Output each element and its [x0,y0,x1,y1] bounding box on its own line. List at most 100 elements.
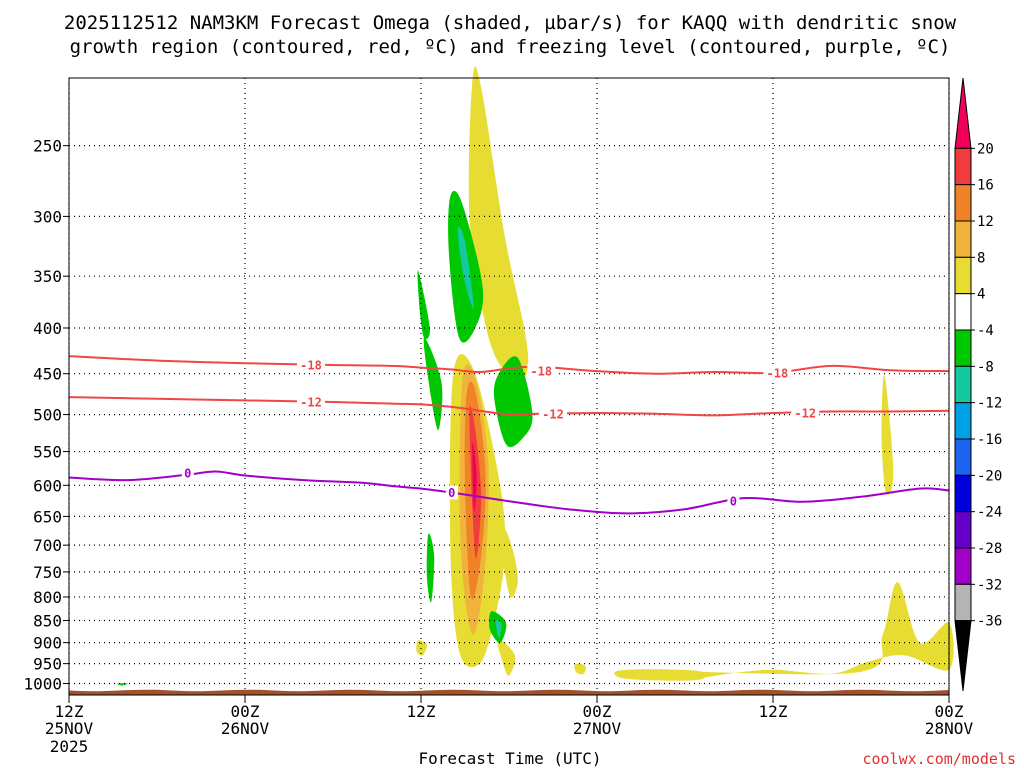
y-tick-label: 950 [33,655,62,674]
contour-label-background [297,394,325,409]
contour-label-background [791,406,820,421]
y-tick-label: 350 [33,267,62,286]
contour-label: -12 [794,407,816,421]
omega-region-level--4 [493,356,533,448]
y-tick-label: 550 [33,443,62,462]
y-tick-label: 250 [33,137,62,156]
colorbar-label: -4 [977,323,994,339]
y-tick-label: 600 [33,476,62,495]
contour-label: -12 [300,395,322,409]
colorbar-swatch [954,184,972,222]
contour-label: -18 [530,365,552,379]
omega-region-level--8 [457,226,474,309]
y-tick-label: 300 [33,207,62,226]
y-tick-label: 750 [33,563,62,582]
y-tick-label: 400 [33,319,62,338]
colorbar-arrow-top [954,77,972,149]
x-tick-label: 25NOV [45,719,94,738]
colorbar-label: -36 [977,614,1002,630]
x-tick-label: 27NOV [573,719,622,738]
y-tick-label: 800 [33,588,62,607]
colorbar-label: -8 [977,359,994,375]
omega-region-level-4 [468,66,529,380]
colorbar-label: -12 [977,396,1002,412]
colorbar-swatch [954,583,972,622]
contour-label-background [527,364,556,379]
credit-text[interactable]: coolwx.com/models [862,750,1016,768]
contour-label: -18 [300,358,322,372]
x-tick-label: 28NOV [925,719,974,738]
title-line-1: 2025112512 NAM3KM Forecast Omega (shaded… [64,12,957,34]
y-tick-label: 700 [33,536,62,555]
terrain-surface [69,689,949,695]
colorbar-swatch [954,547,972,585]
omega-shading [117,66,954,686]
colorbar-arrow-bottom [954,620,972,692]
omega-region-level-4 [574,663,586,675]
y-tick-label: 900 [33,634,62,653]
omega-region-level--4 [417,270,430,340]
x-tick-label: 00Z [231,702,260,721]
colorbar-swatch [954,293,972,331]
colorbar-label: 20 [977,141,994,157]
contour-label-background [297,357,325,372]
x-axis-label: Forecast Time (UTC) [418,749,601,768]
colorbar-swatch [954,365,972,404]
omega-region-level-4 [416,640,427,656]
colorbar-label: -16 [977,432,1002,448]
x-tick-label: 00Z [583,702,612,721]
contour-label: 0 [730,495,737,509]
contour-0c-freezing-level [68,470,950,515]
omega-region-level--8 [495,619,502,639]
omega-region-level-4 [496,638,516,676]
x-tick-label: 2025 [50,737,89,756]
contour-label-background [727,494,740,509]
omega-region-level--4 [423,337,443,431]
x-tick-label: 12Z [55,702,84,721]
contour-label-background [445,485,458,500]
plot-frame [68,77,950,696]
chart-title: 2025112512 NAM3KM Forecast Omega (shaded… [64,12,957,58]
omega-region-level-4 [488,504,518,598]
y-tick-label: 650 [33,507,62,526]
colorbar-label: -32 [977,577,1002,593]
contour-12c-isotherm [68,396,950,417]
colorbar-label: 16 [977,178,994,194]
colorbar-swatch [954,329,972,367]
colorbar-swatch [954,220,972,258]
title-line-2: growth region (contoured, red, ºC) and f… [70,36,951,58]
colorbar-swatch [954,402,972,440]
x-tick-label: 12Z [407,702,436,721]
y-tick-label: 450 [33,365,62,384]
contour-label-background [181,465,194,480]
colorbar-label: 4 [977,287,985,303]
omega-region-level-4 [881,374,894,495]
plot-area: -18 -18 -18 -12 -12 -12 0 0 0 [68,66,954,695]
y-tick-label: 850 [33,611,62,630]
contour-label: 0 [448,486,455,500]
colorbar-swatch [954,256,972,295]
x-tick-label: 26NOV [221,719,270,738]
omega-region-level--4 [117,683,128,686]
contour-label: -12 [542,407,564,421]
y-axis: 250 300 350 400 450 500 550 600 650 700 750 800 850 9… [23,137,69,694]
contour-label-background [539,406,567,421]
colorbar-swatch [954,147,972,186]
y-tick-label: 500 [33,406,62,425]
y-tick-label: 1000 [23,675,62,694]
contour-label: -18 [767,366,789,380]
colorbar: 20 16 12 8 4 -4 -8 -12 -16 -20 -24 -28 -32 -36 [954,77,1002,692]
omega-region-level-20 [472,441,477,512]
omega-region-level-4 [660,582,954,678]
colorbar-swatch [954,438,972,476]
contour-label: 0 [184,466,191,480]
colorbar-swatch [954,511,972,549]
colorbar-label: 8 [977,250,985,266]
omega-region-level--4 [426,533,435,603]
colorbar-label: 12 [977,214,994,230]
colorbar-swatch [954,474,972,513]
colorbar-label: -28 [977,541,1002,557]
omega-region-level-4 [614,669,707,681]
